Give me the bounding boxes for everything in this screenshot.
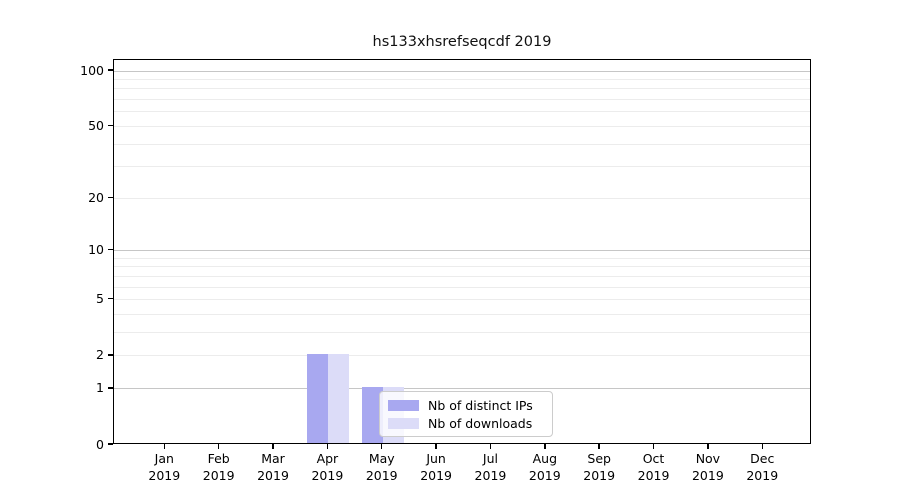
gridline-major (114, 250, 810, 252)
legend-swatch-distinct-ips (388, 399, 419, 411)
y-axis-tick (108, 69, 113, 71)
gridline-minor (114, 197, 810, 199)
bar-distinct-ips-may-2019 (361, 386, 383, 443)
x-axis-tick (163, 444, 165, 449)
legend-item-distinct-ips: Nb of distinct IPs (388, 397, 544, 413)
x-axis-tick (326, 444, 329, 449)
gridline-minor (114, 143, 810, 145)
y-axis-tick (108, 196, 113, 198)
gridline-minor (114, 166, 810, 168)
legend-item-downloads: Nb of downloads (388, 415, 544, 431)
y-axis-tick (108, 354, 113, 356)
x-tick-label: Jan 2019 (148, 451, 181, 483)
gridline-minor (114, 266, 810, 268)
x-axis-tick (761, 444, 763, 449)
y-tick-label: 100 (80, 62, 104, 78)
gridline-minor (114, 314, 810, 316)
legend-swatch-downloads (388, 417, 419, 429)
x-tick-label: Mar 2019 (257, 451, 289, 483)
gridline-minor (114, 299, 810, 301)
y-tick-label: 1 (96, 380, 104, 396)
gridline-minor (114, 78, 810, 80)
gridline-minor (114, 355, 810, 357)
x-axis-tick (272, 444, 274, 449)
x-axis-tick (435, 444, 437, 449)
y-tick-label: 0 (96, 436, 104, 452)
x-tick-label: May 2019 (365, 451, 398, 483)
gridline-minor (114, 332, 810, 334)
bar-distinct-ips-apr-2019 (307, 353, 329, 443)
x-axis-tick (544, 444, 546, 449)
x-axis-tick (652, 444, 655, 449)
x-axis-tick (217, 444, 220, 449)
gridline-minor (114, 257, 810, 259)
plot-area (113, 59, 811, 444)
x-tick-label: Dec 2019 (746, 451, 779, 483)
legend: Nb of distinct IPs Nb of downloads (379, 391, 553, 437)
x-tick-label: Sep 2019 (583, 451, 616, 483)
x-tick-label: Oct 2019 (637, 451, 670, 483)
gridline-major (114, 70, 810, 72)
gridline-minor (114, 88, 810, 90)
y-axis-tick (108, 124, 113, 127)
x-axis-tick (707, 444, 709, 449)
y-axis-tick (108, 298, 113, 300)
y-tick-label: 5 (96, 291, 104, 307)
y-tick-label: 20 (88, 189, 104, 205)
chart-title: hs133xhsrefseqcdf 2019 (372, 34, 552, 50)
x-axis-tick (598, 444, 600, 449)
bar-downloads-apr-2019 (328, 353, 350, 443)
y-axis-tick (108, 443, 113, 445)
x-tick-label: Jun 2019 (420, 451, 452, 483)
x-axis-tick (489, 444, 492, 449)
x-tick-label: Nov 2019 (691, 451, 724, 483)
gridline-minor (114, 286, 810, 288)
y-tick-label: 2 (96, 347, 104, 363)
x-tick-label: Feb 2019 (202, 451, 235, 483)
y-axis-tick (108, 248, 113, 251)
x-tick-label: Jul 2019 (474, 451, 507, 483)
x-tick-label: Aug 2019 (528, 451, 561, 483)
gridline-major (114, 388, 810, 390)
gridline-minor (114, 99, 810, 101)
gridline-minor (114, 125, 810, 127)
legend-label-downloads: Nb of downloads (428, 415, 533, 431)
legend-label-distinct-ips: Nb of distinct IPs (428, 397, 533, 413)
y-tick-label: 50 (88, 117, 104, 133)
x-axis-tick (381, 444, 383, 449)
x-tick-label: Apr 2019 (311, 451, 344, 483)
y-axis-tick (108, 387, 113, 389)
gridline-minor (114, 111, 810, 113)
gridline-minor (114, 275, 810, 277)
y-tick-label: 10 (88, 242, 104, 258)
